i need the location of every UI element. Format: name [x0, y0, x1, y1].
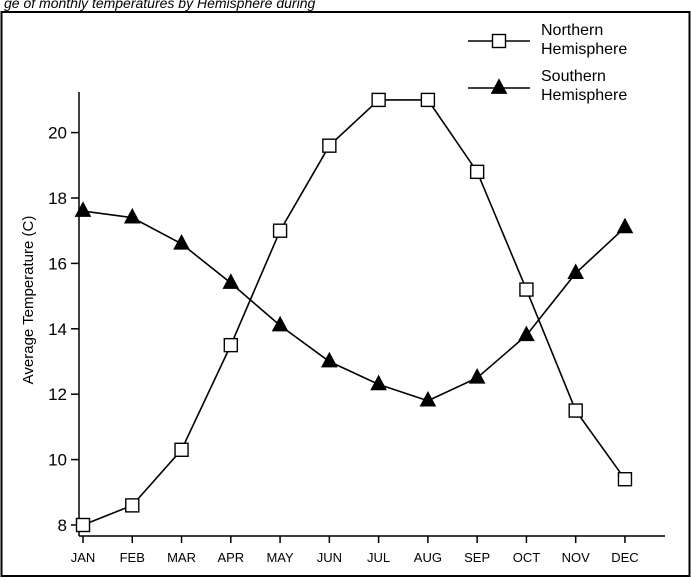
y-tick-label: 16 — [48, 254, 67, 273]
y-axis-label: Average Temperature (C) — [20, 216, 37, 385]
y-axis: 8 10 12 14 16 18 20 — [48, 92, 80, 536]
x-tick-label: JUN — [317, 550, 342, 565]
data-point-triangle — [490, 78, 508, 94]
x-tick-label: FEB — [120, 550, 145, 565]
data-point-square — [617, 472, 633, 487]
x-tick-label: JAN — [71, 550, 96, 565]
data-point-square — [223, 337, 239, 353]
legend-item-northern: Northern Hemisphere — [468, 22, 627, 58]
data-point-square — [469, 164, 485, 180]
x-tick-label: NOV — [562, 550, 591, 565]
data-point-triangle — [222, 273, 240, 289]
data-point-triangle — [567, 263, 585, 280]
y-tick-label: 18 — [48, 189, 67, 208]
data-point-square — [174, 442, 189, 457]
x-tick-label: MAY — [266, 550, 294, 565]
legend-label-line: Southern — [541, 68, 606, 85]
data-point-triangle — [123, 207, 141, 224]
legend-label-line: Hemisphere — [541, 41, 627, 58]
series-southern — [74, 201, 634, 407]
data-point-triangle — [468, 368, 486, 384]
y-tick-label: 14 — [48, 320, 67, 339]
y-tick-label: 12 — [48, 385, 67, 404]
data-point-square — [272, 223, 288, 238]
data-point-square — [568, 403, 583, 418]
series-layer — [74, 92, 634, 533]
data-point-triangle — [370, 374, 387, 391]
data-point-triangle — [173, 234, 190, 250]
x-tick-label: DEC — [611, 550, 638, 565]
data-point-triangle — [518, 325, 535, 342]
x-axis: JAN FEB MAR APR MAY JUN JUL AUG SEP OCT NOV DEC — [71, 535, 665, 565]
data-point-square — [519, 282, 534, 297]
legend-label-line: Northern — [541, 22, 603, 39]
chart-frame — [0, 11, 691, 577]
legend-item-southern: Southern Hemisphere — [468, 68, 627, 104]
data-point-triangle — [74, 201, 92, 217]
top-mask — [0, 0, 691, 11]
data-point-square — [322, 138, 337, 153]
series-northern — [75, 92, 633, 533]
x-tick-label: APR — [217, 550, 244, 565]
series-line — [82, 99, 626, 526]
data-point-triangle — [271, 315, 289, 332]
x-tick-label: AUG — [414, 550, 442, 565]
x-tick-label: JUL — [367, 550, 390, 565]
y-tick-label: 10 — [48, 451, 67, 470]
y-tick-label: 20 — [48, 124, 67, 143]
x-tick-label: MAR — [167, 550, 196, 565]
x-tick-label: SEP — [464, 550, 490, 565]
data-point-triangle — [616, 217, 634, 234]
data-point-square — [125, 498, 140, 513]
data-point-triangle — [321, 351, 338, 368]
legend: Northern Hemisphere Southern Hemisphere — [468, 22, 627, 104]
y-tick-label: 8 — [58, 516, 67, 535]
data-point-square — [420, 92, 436, 108]
series-line — [82, 210, 626, 402]
data-point-square — [371, 92, 386, 108]
data-point-square — [75, 517, 91, 533]
data-point-square — [491, 33, 507, 49]
data-point-triangle — [419, 391, 437, 407]
x-tick-label: OCT — [513, 550, 541, 565]
top-caption: ge of monthly temperatures by Hemisphere… — [4, 0, 315, 11]
legend-label-line: Hemisphere — [541, 87, 627, 104]
